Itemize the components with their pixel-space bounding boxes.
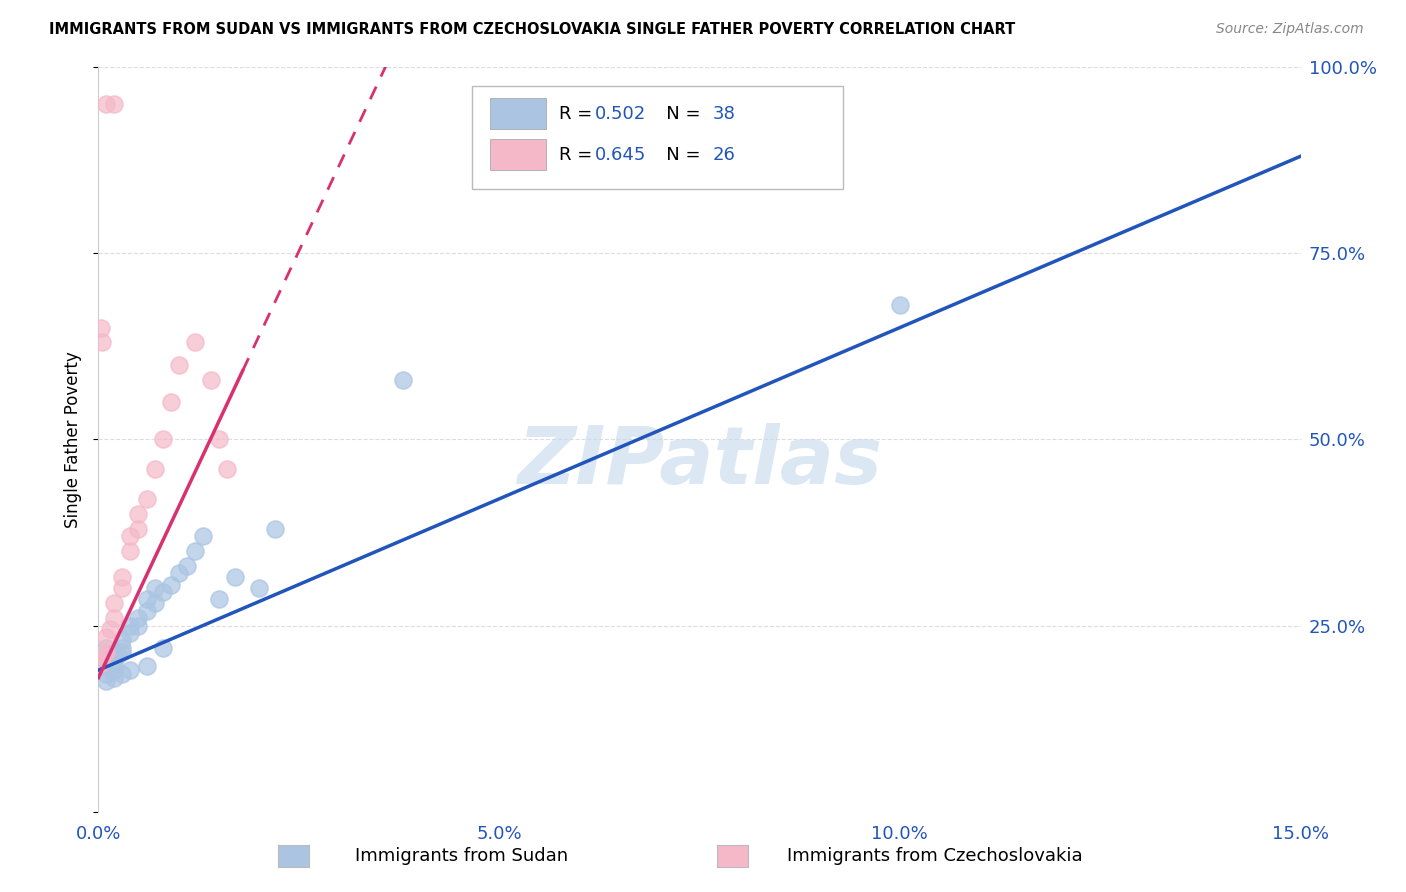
Text: R =: R = bbox=[558, 145, 598, 164]
Point bbox=[120, 618, 142, 632]
Point bbox=[120, 626, 142, 640]
Point bbox=[183, 544, 205, 558]
Point bbox=[128, 611, 150, 625]
Point bbox=[90, 320, 112, 334]
Point bbox=[191, 529, 214, 543]
Point bbox=[90, 656, 112, 670]
Point bbox=[96, 652, 118, 666]
Text: Source: ZipAtlas.com: Source: ZipAtlas.com bbox=[1216, 22, 1364, 37]
Point bbox=[208, 433, 231, 447]
Point bbox=[96, 640, 118, 655]
Point bbox=[103, 644, 125, 658]
Point bbox=[200, 373, 222, 387]
Point bbox=[103, 663, 125, 677]
Point bbox=[96, 644, 118, 658]
Point bbox=[96, 674, 118, 689]
Point bbox=[143, 596, 166, 610]
Text: N =: N = bbox=[650, 105, 706, 123]
Point bbox=[135, 592, 157, 607]
Text: Immigrants from Sudan: Immigrants from Sudan bbox=[354, 847, 568, 865]
Point bbox=[100, 648, 122, 663]
Point bbox=[120, 663, 142, 677]
Point bbox=[103, 656, 125, 670]
Point bbox=[152, 585, 174, 599]
Point bbox=[128, 618, 150, 632]
Text: N =: N = bbox=[650, 145, 706, 164]
Point bbox=[111, 570, 134, 584]
Point bbox=[215, 462, 238, 476]
Point bbox=[103, 611, 125, 625]
Point bbox=[96, 667, 118, 681]
Point bbox=[120, 544, 142, 558]
Point bbox=[103, 596, 125, 610]
Point bbox=[107, 648, 129, 663]
Point bbox=[103, 97, 125, 112]
Point bbox=[889, 298, 911, 312]
Point bbox=[135, 659, 157, 673]
Point bbox=[159, 577, 181, 591]
Point bbox=[167, 358, 190, 372]
Point bbox=[152, 640, 174, 655]
FancyBboxPatch shape bbox=[472, 87, 842, 189]
Point bbox=[91, 648, 114, 663]
Point bbox=[263, 522, 285, 536]
Point bbox=[128, 507, 150, 521]
Point bbox=[152, 433, 174, 447]
Text: 0.502: 0.502 bbox=[595, 105, 647, 123]
Point bbox=[392, 373, 415, 387]
Point bbox=[111, 644, 134, 658]
Point bbox=[143, 582, 166, 596]
Point bbox=[128, 522, 150, 536]
Text: ZIPatlas: ZIPatlas bbox=[517, 423, 882, 500]
Point bbox=[135, 604, 157, 618]
Point bbox=[159, 395, 181, 409]
Point bbox=[103, 671, 125, 685]
Y-axis label: Single Father Poverty: Single Father Poverty bbox=[65, 351, 83, 528]
Point bbox=[111, 582, 134, 596]
Text: R =: R = bbox=[558, 105, 598, 123]
Text: 0.645: 0.645 bbox=[595, 145, 647, 164]
Point bbox=[224, 570, 246, 584]
FancyBboxPatch shape bbox=[491, 98, 546, 129]
Point bbox=[111, 667, 134, 681]
Text: 26: 26 bbox=[713, 145, 735, 164]
Text: Immigrants from Czechoslovakia: Immigrants from Czechoslovakia bbox=[787, 847, 1083, 865]
Point bbox=[111, 640, 134, 655]
Point bbox=[96, 97, 118, 112]
Point bbox=[176, 558, 198, 573]
Text: 38: 38 bbox=[713, 105, 735, 123]
Point bbox=[91, 335, 114, 350]
Point bbox=[96, 630, 118, 644]
Point bbox=[91, 659, 114, 673]
Point bbox=[167, 566, 190, 581]
Point bbox=[111, 633, 134, 648]
Text: IMMIGRANTS FROM SUDAN VS IMMIGRANTS FROM CZECHOSLOVAKIA SINGLE FATHER POVERTY CO: IMMIGRANTS FROM SUDAN VS IMMIGRANTS FROM… bbox=[49, 22, 1015, 37]
FancyBboxPatch shape bbox=[491, 139, 546, 170]
Point bbox=[247, 582, 270, 596]
Point bbox=[208, 592, 231, 607]
Point bbox=[100, 622, 122, 636]
Point bbox=[183, 335, 205, 350]
Point bbox=[143, 462, 166, 476]
Point bbox=[135, 491, 157, 506]
Point bbox=[120, 529, 142, 543]
